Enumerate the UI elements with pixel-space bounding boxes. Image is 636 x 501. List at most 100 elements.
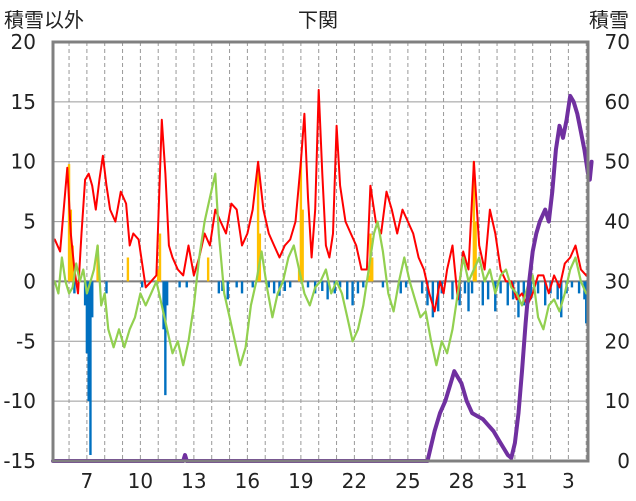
- precip-bar: [499, 281, 502, 294]
- precip-bar: [71, 245, 74, 282]
- right-tick-label: 20: [605, 329, 630, 353]
- left-tick-label: -5: [16, 329, 36, 353]
- precip-bar: [299, 161, 303, 282]
- precip-bar: [570, 281, 574, 288]
- precip-bar: [486, 281, 490, 300]
- precip-bar: [351, 281, 354, 306]
- precip-bar: [87, 281, 90, 402]
- precip-bar: [371, 257, 374, 282]
- precip-bar: [356, 281, 360, 294]
- x-axis-ticks: 7 10 13 16 19 22 25 28 31 3: [81, 469, 575, 493]
- precip-bar: [272, 281, 276, 294]
- x-tick-label: 13: [181, 469, 206, 493]
- precip-bar: [426, 281, 429, 306]
- precip-bar: [85, 281, 89, 354]
- precip-bar: [91, 281, 94, 318]
- precip-bar: [126, 257, 130, 282]
- precip-bar: [474, 221, 477, 282]
- precip-bar: [544, 281, 547, 306]
- right-tick-label: 40: [605, 210, 630, 234]
- precip-bar: [321, 281, 324, 292]
- precip-bar: [494, 281, 497, 312]
- precip-bar: [463, 281, 467, 294]
- precip-bars: [67, 161, 588, 456]
- precip-bar: [404, 281, 408, 288]
- right-tick-label: 30: [605, 269, 630, 293]
- precip-bar: [458, 281, 461, 306]
- precip-bar: [467, 281, 470, 312]
- precip-bar: [420, 281, 424, 294]
- left-axis-label: 積雪以外: [4, 8, 84, 32]
- precip-bar: [67, 164, 71, 282]
- precip-bar: [522, 281, 525, 306]
- precip-bar: [301, 209, 304, 282]
- precip-bar: [240, 281, 244, 294]
- x-tick-label: 31: [502, 469, 527, 493]
- snow_depth-line: [51, 93, 594, 463]
- precip-bar: [346, 281, 349, 300]
- right-tick-label: 10: [605, 389, 630, 413]
- x-tick-label: 3: [562, 469, 575, 493]
- x-tick-label: 22: [342, 469, 367, 493]
- precip-bar: [560, 281, 563, 318]
- right-tick-label: 0: [617, 449, 630, 473]
- precip-bar: [162, 281, 165, 330]
- right-tick-label: 50: [605, 150, 630, 174]
- precip-bar: [256, 167, 260, 282]
- precip-bar: [157, 269, 160, 282]
- series-lines: [51, 88, 594, 463]
- precip-bar: [529, 281, 533, 300]
- plot-frame: [51, 40, 590, 463]
- precip-bar: [431, 281, 435, 318]
- x-tick-label: 25: [395, 469, 420, 493]
- x-tick-label: 7: [81, 469, 94, 493]
- left-axis-ticks: 20 15 10 5 0 -5 -10 -15: [3, 30, 36, 473]
- dewpoint-line: [53, 172, 588, 367]
- precip-bar: [178, 281, 181, 288]
- right-tick-label: 60: [605, 90, 630, 114]
- precip-bar: [69, 209, 73, 282]
- temperature-line: [53, 88, 588, 313]
- left-tick-label: 5: [23, 210, 36, 234]
- precip-bar: [206, 257, 210, 282]
- precip-bar: [185, 281, 188, 288]
- x-tick-label: 16: [235, 469, 260, 493]
- precip-bar: [251, 281, 254, 288]
- left-tick-label: 0: [23, 269, 36, 293]
- precip-bar: [506, 281, 509, 306]
- precip-bar: [158, 233, 162, 282]
- precip-bar: [399, 281, 402, 294]
- precip-bar: [338, 281, 342, 288]
- x-tick-label: 19: [288, 469, 313, 493]
- precip-bar: [89, 281, 92, 456]
- precip-bar: [221, 281, 224, 292]
- precip-bar: [470, 281, 474, 294]
- precip-bar: [83, 281, 87, 306]
- precip-bar: [326, 281, 329, 300]
- precip-bar: [536, 281, 540, 294]
- precip-bar: [267, 281, 270, 288]
- precip-bar: [362, 281, 365, 288]
- precip-bar: [297, 269, 301, 282]
- precip-bar: [73, 281, 76, 294]
- left-tick-label: 20: [11, 30, 36, 54]
- precip-bar: [451, 281, 454, 300]
- precip-bar: [306, 281, 310, 288]
- left-tick-label: 15: [11, 90, 36, 114]
- precip-bar: [165, 281, 169, 306]
- precip-bar: [481, 281, 484, 306]
- right-tick-label: 70: [605, 30, 630, 54]
- precip-bar: [105, 281, 108, 294]
- precip-bar: [140, 281, 144, 288]
- x-tick-label: 10: [128, 469, 153, 493]
- precip-bar: [288, 281, 292, 288]
- gridlines: [53, 41, 588, 462]
- precip-bar: [367, 275, 370, 282]
- left-tick-label: -10: [3, 389, 36, 413]
- precip-bar: [577, 281, 581, 294]
- precip-bar: [381, 281, 385, 288]
- precip-bar: [226, 281, 229, 300]
- chart-title: 下関: [298, 8, 338, 32]
- left-tick-label: 10: [11, 150, 36, 174]
